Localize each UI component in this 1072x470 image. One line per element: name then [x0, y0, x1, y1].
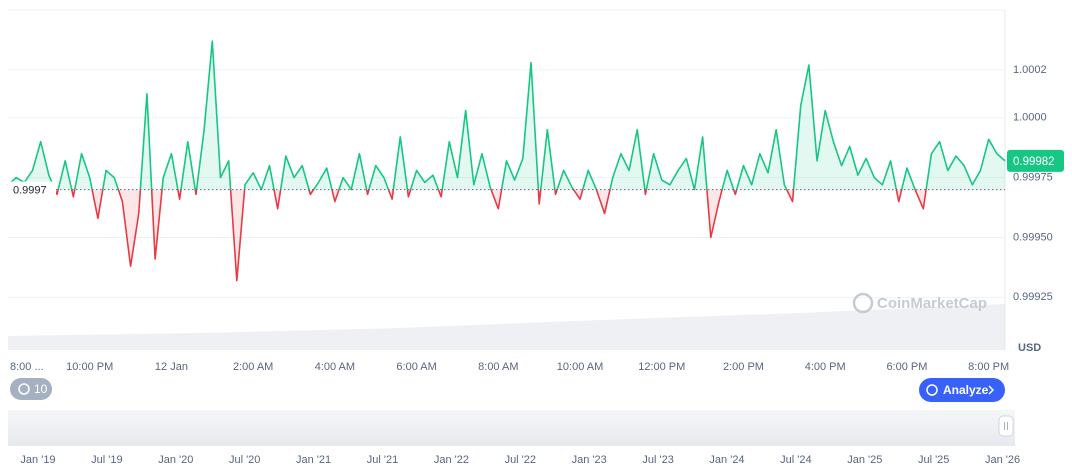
badge-bg	[10, 378, 52, 400]
x-tick-label: 8:00 AM	[478, 361, 518, 373]
area-fill	[8, 41, 1005, 281]
price-line	[7, 40, 1006, 282]
navigator-label: Jan '19	[20, 454, 55, 466]
x-tick-label: 2:00 AM	[233, 361, 273, 373]
badge-text: 10	[34, 382, 48, 396]
x-tick-label: 6:00 PM	[886, 361, 927, 373]
analyze-bg	[919, 378, 1005, 402]
baseline-label: 0.9997	[13, 184, 47, 196]
navigator-label: Jan '25	[847, 454, 882, 466]
y-tick-label: 0.99950	[1013, 231, 1053, 243]
navigator-label: Jul '24	[780, 454, 811, 466]
x-tick-label: 10:00 AM	[557, 361, 603, 373]
navigator-label: Jan '21	[296, 454, 331, 466]
x-tick-label: 12:00 PM	[638, 361, 685, 373]
x-tick-label: 4:00 PM	[805, 361, 846, 373]
navigator-label: Jan '23	[572, 454, 607, 466]
navigator-label: Jul '25	[918, 454, 949, 466]
navigator-label: Jan '26	[985, 454, 1020, 466]
navigator-label: Jan '20	[158, 454, 193, 466]
volume-area	[8, 304, 1005, 350]
navigator-label: Jan '22	[434, 454, 469, 466]
badge-icon	[18, 383, 30, 395]
x-tick-label: 8:00 PM	[968, 361, 1009, 373]
watermark-logo	[852, 292, 874, 314]
y-tick-label: 0.99925	[1013, 291, 1053, 303]
x-tick-label: 6:00 AM	[396, 361, 436, 373]
analyze-button[interactable]: Analyze	[919, 378, 1005, 402]
history-badge[interactable]: 10	[10, 378, 52, 400]
y-tick-label: 1.0002	[1013, 64, 1047, 76]
y-tick-label: 0.99975	[1013, 172, 1053, 184]
navigator-label: Jul '21	[367, 454, 398, 466]
y-tick-label: 1.0000	[1013, 112, 1047, 124]
x-tick-label: 2:00 PM	[723, 361, 764, 373]
x-tick-label: 4:00 AM	[315, 361, 355, 373]
x-tick-label: 10:00 PM	[66, 361, 113, 373]
watermark: CoinMarketCap	[852, 292, 987, 314]
navigator-label: Jul '23	[642, 454, 673, 466]
watermark-text: CoinMarketCap	[877, 295, 987, 312]
baseline-label-bg	[8, 181, 56, 198]
current-price-tag	[1007, 149, 1064, 172]
x-tick-label: 12 Jan	[155, 361, 188, 373]
analyze-icon	[926, 384, 938, 396]
navigator-label: Jul '22	[505, 454, 536, 466]
current-price-label: 0.99982	[1013, 156, 1055, 168]
navigator-label: Jul '20	[229, 454, 260, 466]
analyze-chevron	[988, 385, 995, 395]
navigator-label: Jul '19	[91, 454, 122, 466]
x-tick-label: 8:00 ...	[10, 361, 44, 373]
analyze-text: Analyze	[943, 383, 989, 397]
navigator-handle[interactable]	[998, 415, 1014, 437]
currency-label: USD	[1018, 342, 1041, 354]
navigator[interactable]	[8, 410, 1015, 446]
navigator-label: Jan '24	[709, 454, 744, 466]
